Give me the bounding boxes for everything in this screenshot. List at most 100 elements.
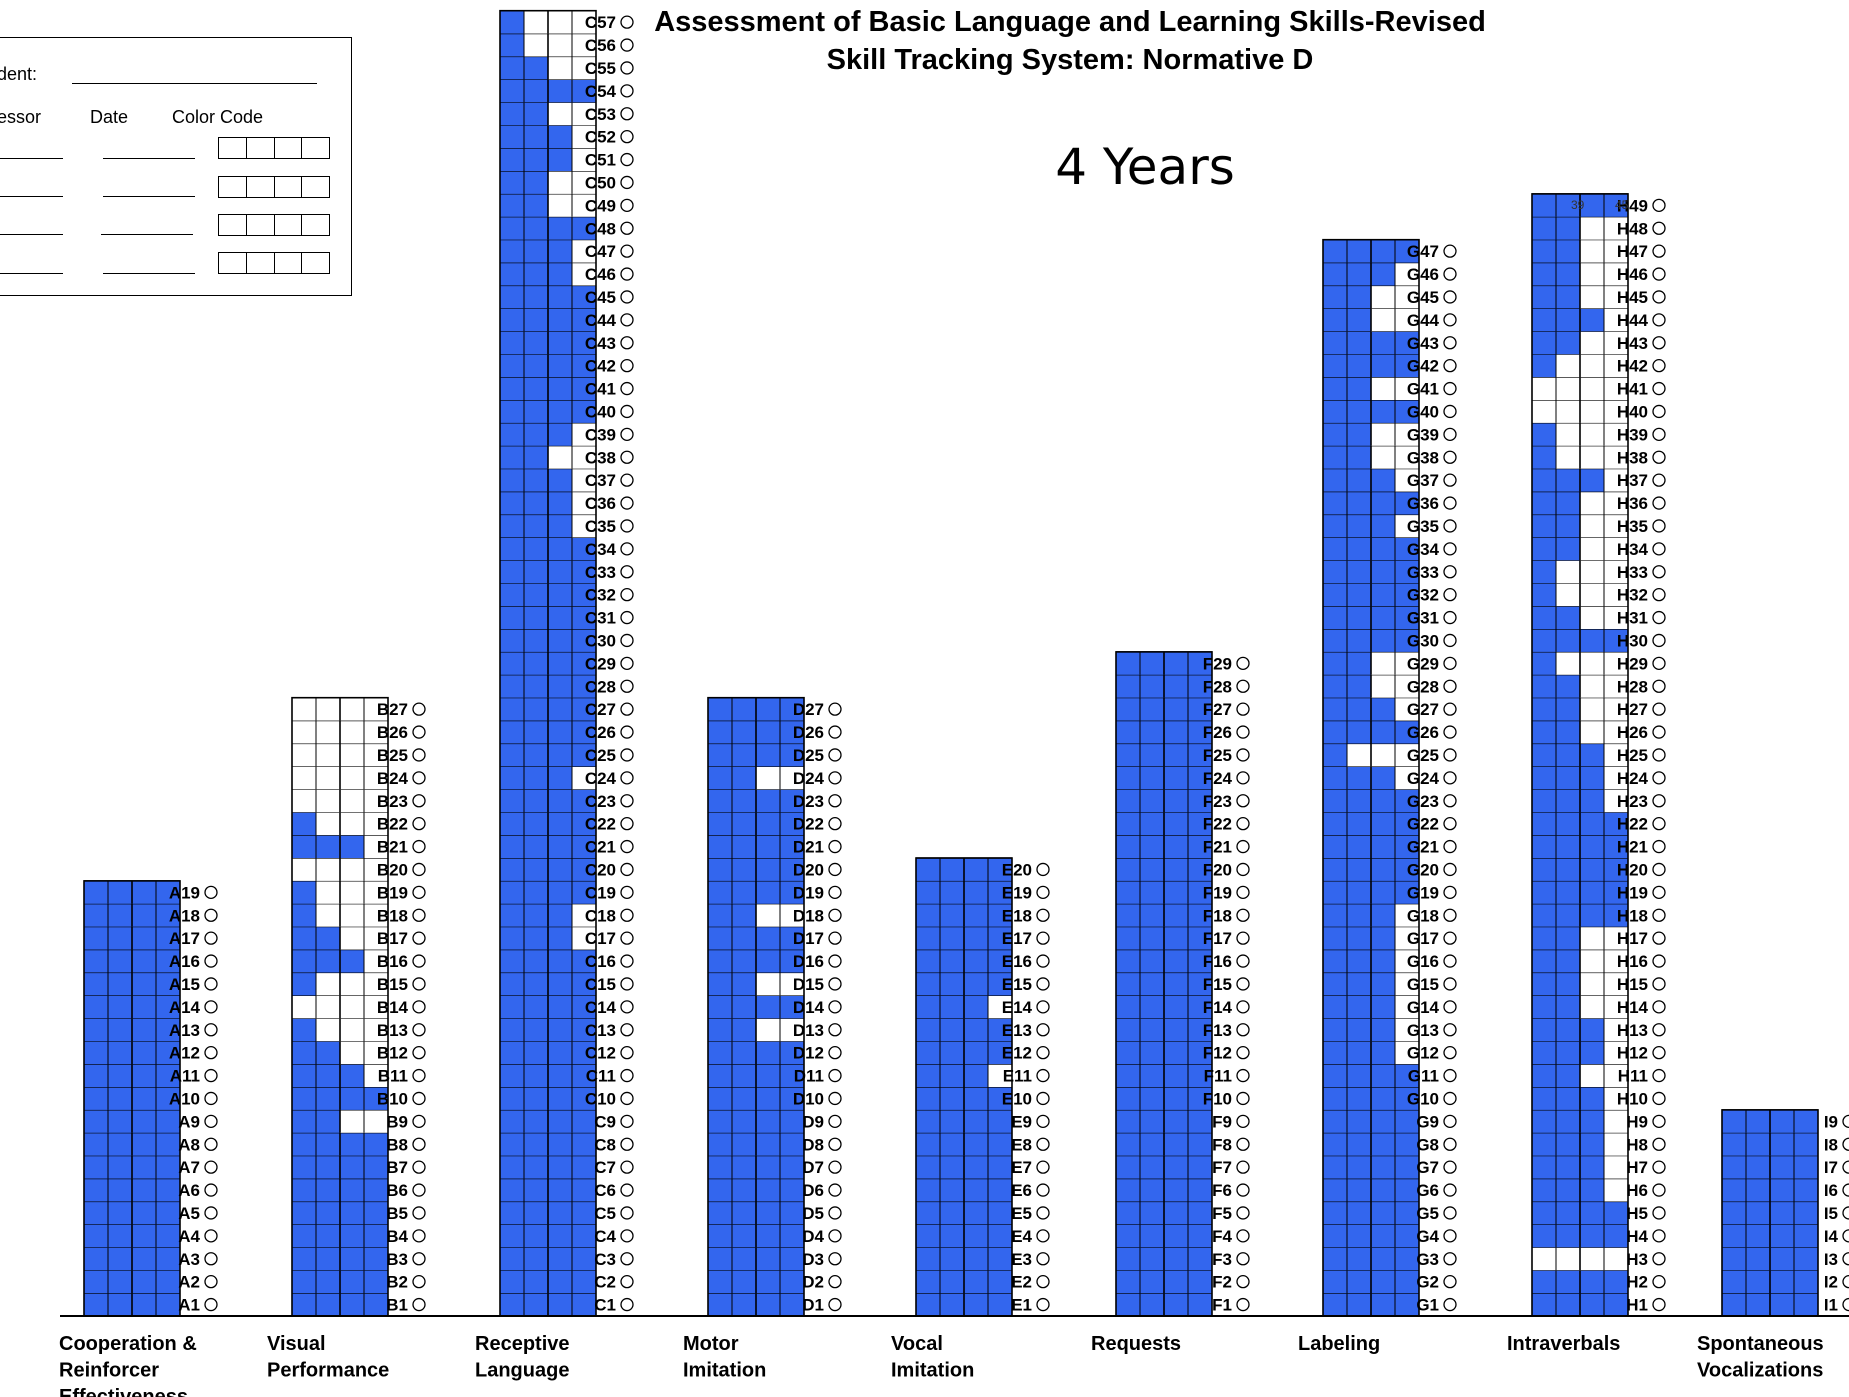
skill-cell-H3-4[interactable] (1604, 1247, 1628, 1271)
skill-cell-F27-4[interactable] (1188, 697, 1212, 721)
skill-cell-C24-2[interactable] (524, 766, 548, 790)
skill-cell-D18-2[interactable] (732, 903, 756, 927)
skill-cell-C4-3[interactable] (548, 1224, 572, 1248)
skill-cell-C24-4[interactable] (572, 766, 596, 790)
item-bubble-H38[interactable] (1652, 450, 1666, 464)
skill-cell-H46-3[interactable] (1580, 262, 1604, 286)
item-bubble-C3[interactable] (620, 1252, 634, 1266)
skill-cell-E7-3[interactable] (964, 1155, 988, 1179)
item-bubble-D25[interactable] (828, 748, 842, 762)
skill-cell-H28-1[interactable] (1532, 674, 1556, 698)
item-bubble-G4[interactable] (1443, 1229, 1457, 1243)
skill-cell-H15-3[interactable] (1580, 972, 1604, 996)
skill-cell-B26-2[interactable] (316, 720, 340, 744)
skill-cell-B22-1[interactable] (292, 812, 316, 836)
skill-cell-E18-3[interactable] (964, 903, 988, 927)
skill-cell-A3-4[interactable] (156, 1247, 180, 1271)
skill-cell-E2-1[interactable] (916, 1270, 940, 1294)
item-bubble-B8[interactable] (412, 1137, 426, 1151)
item-bubble-H14[interactable] (1652, 1000, 1666, 1014)
item-bubble-H42[interactable] (1652, 358, 1666, 373)
skill-cell-F16-1[interactable] (1116, 949, 1140, 973)
skill-cell-G14-2[interactable] (1347, 995, 1371, 1019)
skill-cell-G21-2[interactable] (1347, 835, 1371, 858)
item-bubble-H32[interactable] (1652, 588, 1666, 602)
skill-cell-C35-2[interactable] (524, 514, 548, 538)
skill-cell-B24-4[interactable] (364, 766, 388, 790)
skill-cell-C7-4[interactable] (572, 1155, 596, 1179)
skill-cell-F17-4[interactable] (1188, 926, 1212, 950)
item-bubble-C25[interactable] (620, 748, 634, 762)
skill-cell-A9-1[interactable] (84, 1109, 108, 1133)
item-bubble-I6[interactable] (1842, 1183, 1849, 1197)
skill-cell-B13-4[interactable] (364, 1018, 388, 1042)
skill-cell-G31-3[interactable] (1371, 606, 1395, 629)
item-bubble-G7[interactable] (1443, 1160, 1457, 1174)
skill-cell-D5-1[interactable] (708, 1201, 732, 1225)
skill-cell-C10-1[interactable] (500, 1087, 524, 1110)
skill-cell-C15-1[interactable] (500, 972, 524, 996)
item-bubble-A19[interactable] (204, 885, 218, 899)
skill-cell-C50-3[interactable] (548, 171, 572, 194)
skill-cell-B24-2[interactable] (316, 766, 340, 790)
skill-cell-E3-4[interactable] (988, 1247, 1012, 1271)
item-bubble-C44[interactable] (620, 313, 634, 327)
item-bubble-G38[interactable] (1443, 450, 1457, 464)
skill-cell-A19-2[interactable] (108, 880, 132, 904)
skill-cell-I5-2[interactable] (1746, 1201, 1770, 1225)
item-bubble-G33[interactable] (1443, 565, 1457, 579)
skill-cell-B11-1[interactable] (292, 1064, 316, 1087)
skill-cell-B15-3[interactable] (340, 972, 364, 996)
skill-cell-D9-3[interactable] (756, 1109, 780, 1133)
item-bubble-B1[interactable] (412, 1297, 426, 1312)
skill-cell-B14-4[interactable] (364, 995, 388, 1019)
skill-cell-B12-1[interactable] (292, 1041, 316, 1065)
skill-cell-H39-4[interactable] (1604, 422, 1628, 446)
skill-cell-H13-2[interactable] (1556, 1018, 1580, 1042)
skill-cell-A8-3[interactable] (132, 1132, 156, 1156)
skill-cell-F21-4[interactable] (1188, 835, 1212, 858)
skill-cell-D22-2[interactable] (732, 812, 756, 836)
skill-cell-H20-1[interactable] (1532, 858, 1556, 881)
item-bubble-I8[interactable] (1842, 1137, 1849, 1151)
skill-cell-G3-2[interactable] (1347, 1247, 1371, 1271)
skill-cell-G5-2[interactable] (1347, 1201, 1371, 1225)
skill-cell-H49-1[interactable] (1532, 193, 1556, 217)
item-bubble-E3[interactable] (1036, 1252, 1050, 1266)
skill-cell-E15-3[interactable] (964, 972, 988, 996)
skill-cell-C23-3[interactable] (548, 789, 572, 813)
skill-cell-G9-4[interactable] (1395, 1109, 1419, 1133)
skill-cell-A15-4[interactable] (156, 972, 180, 996)
skill-cell-H26-4[interactable] (1604, 720, 1628, 744)
skill-cell-H41-3[interactable] (1580, 377, 1604, 400)
skill-cell-D2-3[interactable] (756, 1270, 780, 1294)
skill-cell-F25-1[interactable] (1116, 743, 1140, 767)
skill-cell-A4-3[interactable] (132, 1224, 156, 1248)
skill-cell-A18-4[interactable] (156, 903, 180, 927)
item-bubble-E2[interactable] (1036, 1275, 1050, 1289)
skill-cell-H2-3[interactable] (1580, 1270, 1604, 1294)
skill-cell-H12-2[interactable] (1556, 1041, 1580, 1065)
skill-cell-G33-1[interactable] (1323, 560, 1347, 584)
item-bubble-G10[interactable] (1443, 1091, 1457, 1106)
skill-cell-A15-1[interactable] (84, 972, 108, 996)
item-bubble-B6[interactable] (412, 1183, 426, 1197)
skill-cell-G14-4[interactable] (1395, 995, 1419, 1019)
skill-cell-G41-1[interactable] (1323, 377, 1347, 400)
item-bubble-D4[interactable] (828, 1229, 842, 1243)
skill-cell-C50-1[interactable] (500, 171, 524, 194)
skill-cell-I6-1[interactable] (1722, 1178, 1746, 1202)
skill-cell-G37-1[interactable] (1323, 468, 1347, 492)
skill-cell-C11-2[interactable] (524, 1064, 548, 1087)
skill-cell-F23-2[interactable] (1140, 789, 1164, 813)
skill-cell-C17-4[interactable] (572, 926, 596, 950)
item-bubble-C39[interactable] (620, 427, 634, 442)
item-bubble-F1[interactable] (1236, 1297, 1250, 1312)
item-bubble-B12[interactable] (412, 1046, 426, 1060)
skill-cell-A16-2[interactable] (108, 949, 132, 973)
skill-cell-I8-1[interactable] (1722, 1132, 1746, 1156)
skill-cell-H5-4[interactable] (1604, 1201, 1628, 1225)
skill-cell-B18-4[interactable] (364, 903, 388, 927)
skill-cell-D11-1[interactable] (708, 1064, 732, 1087)
skill-cell-B9-1[interactable] (292, 1109, 316, 1133)
